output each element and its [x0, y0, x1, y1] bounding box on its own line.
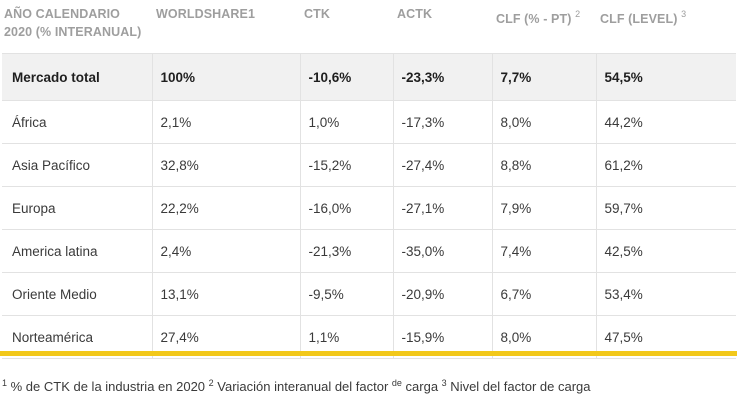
cell-region: Mercado total — [2, 53, 153, 101]
cell-worldshare: 2,4% — [152, 229, 301, 273]
cell-clf-pt: 7,9% — [492, 186, 597, 230]
footnote-text-1: % de CTK de la industria en 2020 — [7, 379, 209, 394]
accent-divider-bar — [0, 351, 737, 356]
cell-ctk: -21,3% — [300, 229, 394, 273]
cell-actk: -23,3% — [393, 53, 493, 101]
cell-worldshare: 2,1% — [152, 100, 301, 144]
footnote-ref-1: 1 — [2, 378, 8, 388]
cell-region: Asia Pacífico — [2, 143, 153, 187]
cell-ctk: -10,6% — [300, 53, 394, 101]
cell-clf-pt: 6,7% — [492, 272, 597, 316]
header-clf-pt: CLF (% - PT) 2 — [492, 0, 596, 54]
footnote-text-4: Nivel del factor de carga — [446, 379, 591, 394]
cell-clf-level: 44,2% — [596, 100, 736, 144]
cell-ctk: -9,5% — [300, 272, 394, 316]
cell-clf-level: 59,7% — [596, 186, 736, 230]
footnote-ref-2: 2 — [208, 378, 214, 388]
table-row-total: Mercado total 100% -10,6% -23,3% 7,7% 54… — [2, 53, 736, 101]
header-ctk: CTK — [304, 7, 330, 21]
cell-actk: -20,9% — [393, 272, 493, 316]
cell-region: America latina — [2, 229, 153, 273]
header-worldshare: WORLDSHARE1 — [156, 7, 256, 21]
table-row: America latina 2,4% -21,3% -35,0% 7,4% 4… — [2, 229, 736, 273]
footnote-text-2: Variación interanual del factor — [213, 379, 392, 394]
cell-region: Oriente Medio — [2, 272, 153, 316]
cell-ctk: 1,0% — [300, 100, 394, 144]
header-actk: ACTK — [397, 7, 433, 21]
header-calendar-year: AÑO CALENDARIO 2020 (% INTERANUAL) — [2, 0, 152, 54]
cell-worldshare: 32,8% — [152, 143, 301, 187]
header-calendar-year-line1: AÑO CALENDARIO — [4, 7, 120, 21]
footnote: 1 % de CTK de la industria en 2020 2 Var… — [2, 378, 590, 394]
table-row: África 2,1% 1,0% -17,3% 8,0% 44,2% — [2, 100, 736, 144]
footnote-text-3: carga — [401, 379, 442, 394]
cell-ctk: -16,0% — [300, 186, 394, 230]
cell-region: África — [2, 100, 153, 144]
traffic-stats-table: AÑO CALENDARIO 2020 (% INTERANUAL) WORLD… — [2, 0, 736, 359]
cell-clf-level: 42,5% — [596, 229, 736, 273]
cell-ctk: -15,2% — [300, 143, 394, 187]
cell-clf-pt: 7,7% — [492, 53, 597, 101]
cell-worldshare: 22,2% — [152, 186, 301, 230]
cell-clf-pt: 7,4% — [492, 229, 597, 273]
header-clf-level-footnote-ref: 3 — [681, 9, 687, 19]
table-row: Oriente Medio 13,1% -9,5% -20,9% 6,7% 53… — [2, 272, 736, 316]
table-row: Europa 22,2% -16,0% -27,1% 7,9% 59,7% — [2, 186, 736, 230]
cell-region: Europa — [2, 186, 153, 230]
table-header-row: AÑO CALENDARIO 2020 (% INTERANUAL) WORLD… — [2, 0, 736, 54]
cell-worldshare: 13,1% — [152, 272, 301, 316]
cell-actk: -17,3% — [393, 100, 493, 144]
cell-clf-level: 61,2% — [596, 143, 736, 187]
header-clf-pt-label: CLF (% - PT) — [496, 12, 572, 26]
header-clf-level-label: CLF (LEVEL) — [600, 12, 678, 26]
footnote-ref-3: 3 — [441, 378, 447, 388]
cell-worldshare: 100% — [152, 53, 301, 101]
table-row: Asia Pacífico 32,8% -15,2% -27,4% 8,8% 6… — [2, 143, 736, 187]
footnote-superscript-de: de — [391, 378, 402, 388]
header-calendar-year-line2: 2020 (% INTERANUAL) — [4, 25, 142, 39]
cell-actk: -35,0% — [393, 229, 493, 273]
cell-actk: -27,4% — [393, 143, 493, 187]
cell-actk: -27,1% — [393, 186, 493, 230]
cell-clf-pt: 8,8% — [492, 143, 597, 187]
cell-clf-level: 54,5% — [596, 53, 736, 101]
header-clf-pt-footnote-ref: 2 — [575, 9, 581, 19]
cell-clf-pt: 8,0% — [492, 100, 597, 144]
cell-clf-level: 53,4% — [596, 272, 736, 316]
header-clf-level: CLF (LEVEL) 3 — [596, 0, 736, 54]
